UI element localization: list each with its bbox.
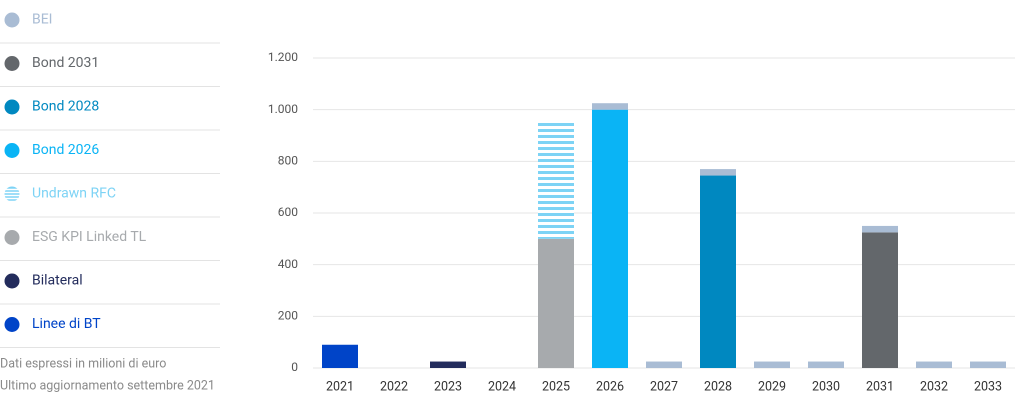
bar-segment xyxy=(700,169,736,176)
y-tick-label: 400 xyxy=(278,257,298,271)
x-tick-label: 2021 xyxy=(326,379,354,394)
legend-swatch xyxy=(4,230,20,245)
x-tick-label: 2022 xyxy=(380,379,408,394)
legend-swatch xyxy=(4,143,20,158)
bar-segment xyxy=(700,175,736,368)
legend-item[interactable]: Bond 2026 xyxy=(4,142,100,158)
bar-segment xyxy=(430,361,466,368)
legend-swatch xyxy=(4,99,20,115)
legend-item[interactable]: BEI xyxy=(4,12,53,28)
bar-segment xyxy=(862,225,898,233)
bar-segment xyxy=(592,109,628,369)
x-tick-label: 2028 xyxy=(704,379,732,394)
legend-swatch xyxy=(4,273,20,289)
y-tick-label: 1.000 xyxy=(268,102,298,116)
legend-label: Bilateral xyxy=(32,273,83,289)
x-tick-label: 2026 xyxy=(596,379,624,394)
bar-segment xyxy=(916,361,952,368)
x-tick-label: 2033 xyxy=(974,379,1002,394)
bar-segment xyxy=(754,361,790,368)
plot: 0 200 400 600 800 1.000 1.200 2021 2022 2023 2024 2… xyxy=(268,50,1015,394)
legend-item[interactable]: Bond 2031 xyxy=(4,55,100,71)
legend-item[interactable]: Bilateral xyxy=(4,273,83,289)
bar-segment xyxy=(592,103,628,110)
legend-item[interactable]: Bond 2028 xyxy=(4,99,100,115)
note: Dati espressi in milioni di euro xyxy=(0,356,166,371)
x-tick-label: 2030 xyxy=(812,379,840,394)
legend-label: Bond 2028 xyxy=(32,99,99,115)
x-tick-label: 2025 xyxy=(542,379,570,394)
legend-label: Undrawn RFC xyxy=(32,186,116,202)
x-tick-label: 2031 xyxy=(866,379,894,394)
legend-item[interactable]: ESG KPI Linked TL xyxy=(4,229,147,245)
legend-swatch xyxy=(4,317,20,332)
legend-item[interactable]: Undrawn RFC xyxy=(3,186,116,203)
note: Ultimo aggiornamento settembre 2021 xyxy=(0,378,215,393)
y-tick-label: 600 xyxy=(278,205,298,219)
legend: BEI Bond 2031 Bond 2028 Bond 2026 Undrawn RF… xyxy=(0,12,220,393)
legend-label: Linee di BT xyxy=(32,316,101,332)
bar-segment xyxy=(538,238,574,368)
bar-segment xyxy=(862,232,898,368)
x-tick-label: 2027 xyxy=(650,379,678,394)
y-tick-label: 200 xyxy=(278,309,298,323)
x-tick-label: 2029 xyxy=(758,379,786,394)
legend-swatch xyxy=(4,56,20,71)
legend-item[interactable]: Linee di BT xyxy=(4,316,102,332)
bar-segment xyxy=(808,361,844,368)
legend-label: Bond 2026 xyxy=(32,142,99,158)
x-tick-label: 2023 xyxy=(434,379,462,394)
legend-label: Bond 2031 xyxy=(32,55,99,71)
legend-swatch xyxy=(4,186,20,202)
y-tick-label: 800 xyxy=(278,154,298,168)
y-tick-label: 0 xyxy=(291,360,298,374)
legend-label: ESG KPI Linked TL xyxy=(32,229,147,245)
bar-stripes xyxy=(538,120,574,239)
x-tick-label: 2024 xyxy=(488,379,516,394)
legend-label: BEI xyxy=(32,12,53,28)
y-tick-label: 1.200 xyxy=(268,50,298,64)
x-tick-label: 2032 xyxy=(920,379,948,394)
legend-swatch xyxy=(4,12,20,28)
bar-segment xyxy=(646,361,682,368)
bar-segment xyxy=(970,361,1006,368)
bar-segment xyxy=(322,344,358,368)
